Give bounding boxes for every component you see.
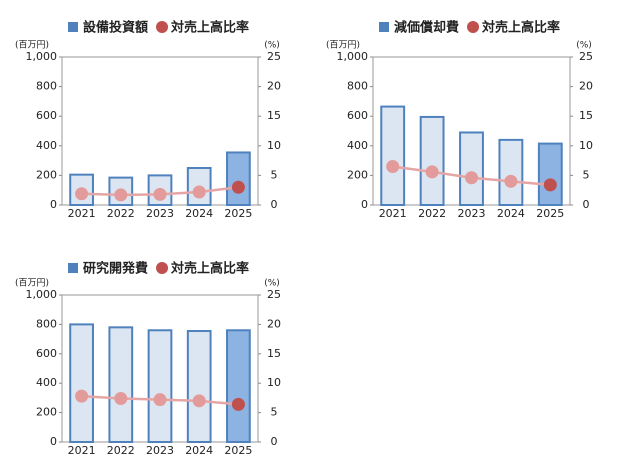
y2-tick-label: 10 [267, 139, 281, 152]
x-tick-label: 2021 [379, 207, 407, 220]
bar [459, 131, 484, 206]
y2-tick-label: 25 [267, 288, 281, 301]
x-tick-label: 2022 [418, 207, 446, 220]
y2-unit: (%) [264, 41, 280, 51]
point [386, 160, 400, 174]
point [231, 397, 245, 411]
bar [380, 105, 406, 206]
legend-label: 減価償却費 [394, 20, 459, 36]
y-tick-label: 400 [36, 139, 57, 152]
x-tick-label: 2023 [458, 207, 486, 220]
y2-tick-label: 15 [267, 109, 281, 122]
y-tick-label: 600 [36, 109, 57, 122]
legend-swatch [467, 21, 480, 33]
y-unit: (百万円) [15, 40, 49, 51]
x-tick-label: 2023 [146, 444, 174, 457]
legend-swatch [156, 21, 169, 33]
bar [147, 329, 173, 443]
y-unit: (百万円) [15, 278, 49, 289]
bar [186, 330, 212, 444]
y2-tick-label: 25 [579, 50, 593, 63]
legend-label: 対売上高比率 [170, 20, 249, 36]
y-tick-label: 1,000 [26, 50, 58, 63]
bar [537, 142, 563, 206]
x-tick-label: 2022 [107, 207, 135, 220]
y2-unit: (%) [576, 41, 592, 51]
bar [69, 323, 94, 443]
y-tick-label: 400 [347, 139, 368, 152]
point [114, 188, 128, 202]
y2-tick-label: 15 [579, 109, 593, 122]
point [192, 185, 206, 199]
point [504, 174, 518, 188]
legend-label: 設備投資額 [83, 20, 148, 36]
y2-tick-label: 0 [583, 198, 590, 211]
legend-swatch [379, 22, 389, 32]
x-tick-label: 2021 [68, 207, 96, 220]
bar [498, 138, 524, 207]
point [231, 180, 245, 194]
y2-tick-label: 5 [271, 168, 278, 181]
x-tick-label: 2023 [146, 207, 174, 220]
point [75, 389, 89, 403]
y2-tick-label: 5 [583, 168, 590, 181]
x-tick-label: 2025 [536, 207, 564, 220]
y-tick-label: 0 [50, 435, 57, 448]
bar [226, 329, 251, 443]
point [465, 171, 478, 185]
y-tick-label: 200 [36, 406, 57, 419]
y-tick-label: 600 [36, 347, 57, 360]
legend-label: 研究開発費 [83, 261, 148, 277]
y-tick-label: 400 [36, 376, 57, 389]
y2-tick-label: 10 [579, 139, 593, 152]
bar [226, 151, 251, 207]
y2-tick-label: 20 [267, 80, 281, 93]
point [425, 165, 439, 179]
legend-label: 対売上高比率 [170, 261, 249, 277]
x-tick-label: 2021 [68, 444, 96, 457]
x-tick-label: 2022 [107, 444, 135, 457]
y-tick-label: 800 [36, 317, 57, 330]
bar [419, 115, 445, 206]
y-tick-label: 200 [36, 168, 57, 181]
x-tick-label: 2025 [224, 444, 252, 457]
point [192, 394, 206, 408]
y2-tick-label: 0 [271, 198, 278, 211]
y2-tick-label: 20 [267, 317, 281, 330]
y2-tick-label: 25 [267, 50, 281, 63]
y-tick-label: 0 [361, 198, 368, 211]
y2-tick-label: 20 [579, 80, 593, 93]
y2-tick-label: 15 [267, 347, 281, 360]
legend-label: 対売上高比率 [481, 20, 560, 36]
y2-tick-label: 10 [267, 376, 281, 389]
x-tick-label: 2024 [497, 207, 525, 220]
y-tick-label: 1,000 [26, 288, 58, 301]
x-tick-label: 2024 [185, 444, 213, 457]
y2-unit: (%) [264, 279, 280, 289]
legend-swatch [68, 263, 78, 273]
x-tick-label: 2024 [185, 207, 213, 220]
y-tick-label: 200 [347, 168, 368, 181]
y2-tick-label: 0 [271, 435, 278, 448]
bar [108, 326, 134, 443]
y-tick-label: 800 [36, 80, 57, 93]
point [153, 187, 167, 201]
y-tick-label: 800 [347, 80, 368, 93]
y-tick-label: 1,000 [337, 50, 369, 63]
point [114, 391, 128, 405]
legend-swatch [156, 262, 169, 274]
point [543, 178, 557, 192]
x-tick-label: 2025 [224, 207, 252, 220]
point [153, 393, 167, 407]
point [75, 187, 89, 201]
y-unit: (百万円) [326, 40, 360, 51]
legend-swatch [68, 22, 78, 32]
y-tick-label: 0 [50, 198, 57, 211]
y-tick-label: 600 [347, 109, 368, 122]
y2-tick-label: 5 [271, 406, 278, 419]
